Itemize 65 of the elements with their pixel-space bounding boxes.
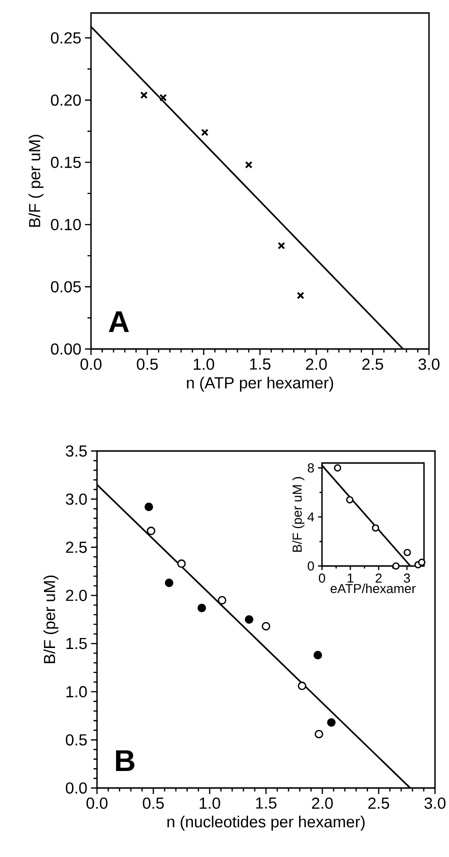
point <box>144 502 153 512</box>
x-tick-label: 2.5 <box>362 358 383 370</box>
point <box>392 562 400 570</box>
y-axis-title: B/F (per uM ) <box>292 477 304 552</box>
y-axis-title: B/F (per uM) <box>43 576 58 664</box>
point <box>262 622 270 630</box>
point <box>244 161 252 169</box>
y-tick-label: 0.15 <box>50 156 81 168</box>
y-tick-label: 8 <box>308 463 314 473</box>
y-tick-label: 3.5 <box>66 445 87 457</box>
annotation: A <box>108 311 129 332</box>
point <box>403 548 411 556</box>
x-tick-label: 0.5 <box>136 358 158 370</box>
y-tick-label: 0.05 <box>50 281 81 292</box>
x-tick-label: 0 <box>318 574 325 583</box>
point <box>326 718 336 727</box>
point <box>140 91 148 99</box>
point <box>346 496 354 504</box>
x-tick-label: 1 <box>347 574 354 582</box>
y-tick-label: 0.5 <box>66 734 87 746</box>
y-tick-label: 2.0 <box>66 590 87 602</box>
y-tick-label: 0.00 <box>50 343 81 355</box>
x-tick-label: 1.0 <box>194 358 214 370</box>
x-tick-label: 0.0 <box>86 798 108 809</box>
x-axis-title: eATP/hexamer <box>330 584 416 594</box>
point <box>296 292 304 300</box>
point <box>177 559 186 568</box>
y-tick-label: 2.5 <box>66 542 87 553</box>
x-axis-title: n (ATP per hexamer) <box>186 376 333 392</box>
y-tick-label: 0 <box>308 561 314 571</box>
y-tick-label: 0.10 <box>50 218 81 230</box>
point <box>244 615 254 624</box>
y-tick-label: 0.0 <box>66 782 87 794</box>
x-tick-label: 2.5 <box>368 798 389 809</box>
point <box>164 578 174 588</box>
point <box>200 128 208 136</box>
x-tick-label: 0.5 <box>142 798 164 809</box>
x-tick-label: 1.0 <box>200 798 220 809</box>
x-tick-label: 3 <box>404 574 410 583</box>
x-axis-title: n (nucleotides per hexamer) <box>167 816 364 831</box>
y-tick-label: 0.25 <box>50 32 81 44</box>
x-tick-label: 0.0 <box>80 358 102 370</box>
point <box>334 464 342 472</box>
y-tick-label: 0.20 <box>50 94 81 106</box>
y-tick-label: 4 <box>307 512 314 522</box>
x-tick-label: 3.0 <box>418 358 440 370</box>
point <box>372 524 379 532</box>
y-tick-label: 1.5 <box>66 638 87 650</box>
point <box>313 650 322 660</box>
point <box>218 596 226 604</box>
point <box>277 242 285 250</box>
point <box>197 604 206 612</box>
x-tick-label: 3.0 <box>424 798 446 809</box>
x-tick-label: 1.5 <box>250 358 270 370</box>
y-tick-label: 1.0 <box>66 686 87 698</box>
annotation: B <box>116 750 134 771</box>
point <box>418 558 426 566</box>
point <box>159 94 167 102</box>
y-axis-title: B/F ( per uM) <box>28 134 44 227</box>
x-tick-label: 2 <box>375 574 382 583</box>
point <box>314 730 323 738</box>
y-tick-label: 3.0 <box>66 493 87 505</box>
point <box>146 526 156 536</box>
point <box>298 682 306 690</box>
x-tick-label: 1.5 <box>256 798 276 809</box>
